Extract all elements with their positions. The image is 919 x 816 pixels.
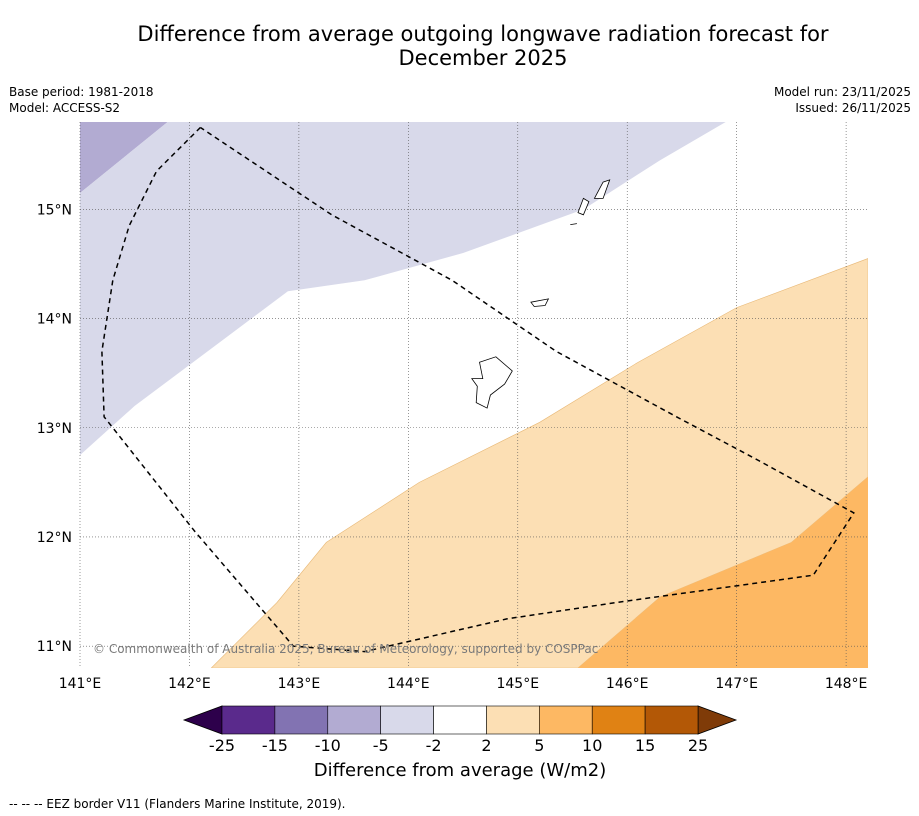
colorbar-extend-high xyxy=(697,705,738,735)
chart-title: Difference from average outgoing longwav… xyxy=(100,22,866,70)
island-guam xyxy=(471,356,513,409)
colorbar-tick-label: -2 xyxy=(426,736,442,755)
lon-tick-label: 144°E xyxy=(387,676,430,692)
colorbar-tick-label: 2 xyxy=(481,736,491,755)
colorbar-tick-label: -10 xyxy=(315,736,341,755)
region--5to-2 xyxy=(80,122,726,456)
colorbar-label: Difference from average (W/m2) xyxy=(313,760,607,781)
title-line-1: Difference from average outgoing longwav… xyxy=(137,22,829,46)
map-area[interactable]: © Commonwealth of Australia 2025, Bureau… xyxy=(37,122,868,692)
lon-tick-label: 146°E xyxy=(606,676,649,692)
lon-tick-label: 145°E xyxy=(496,676,539,692)
lon-tick-label: 147°E xyxy=(715,676,758,692)
colorbar-tick-label: 25 xyxy=(688,736,708,755)
lat-tick-label: 15°N xyxy=(37,202,72,218)
colorbar-segment xyxy=(221,705,276,735)
island-tinian xyxy=(577,197,590,216)
run-info: Model run: 23/11/2025 Issued: 26/11/2025 xyxy=(774,84,911,116)
colorbar-segment xyxy=(591,705,646,735)
gridlines xyxy=(79,122,868,668)
island-rota xyxy=(530,298,550,307)
base-info: Base period: 1981-2018 Model: ACCESS-S2 xyxy=(9,84,154,116)
colorbar-segment xyxy=(380,705,434,735)
lon-tick-label: 148°E xyxy=(825,676,868,692)
lat-tick-label: 14°N xyxy=(37,312,72,328)
colorbar-segment xyxy=(486,705,540,735)
lon-tick-label: 141°E xyxy=(59,676,102,692)
colorbar-tick-label: -15 xyxy=(262,736,288,755)
model-name: Model: ACCESS-S2 xyxy=(9,101,121,115)
region-5to10 xyxy=(578,476,868,668)
colorbar-tick-label: 5 xyxy=(534,736,544,755)
colorbar-segment xyxy=(327,705,381,735)
base-period: Base period: 1981-2018 xyxy=(9,85,154,99)
anomaly-regions xyxy=(80,122,868,668)
colorbar-tick-label: -5 xyxy=(373,736,389,755)
colorbar-tick-label: 10 xyxy=(582,736,602,755)
colorbar-tick-label: 15 xyxy=(635,736,655,755)
copyright-text: © Commonwealth of Australia 2025, Bureau… xyxy=(93,642,598,656)
eez-footnote: -- -- -- EEZ border V11 (Flanders Marine… xyxy=(9,797,346,811)
title-line-2: December 2025 xyxy=(398,46,568,70)
lon-tick-label: 143°E xyxy=(278,676,321,692)
colorbar-extend-low xyxy=(182,705,223,735)
island-saipan xyxy=(593,179,611,199)
eez-border xyxy=(101,126,855,653)
colorbar-tick-label: -25 xyxy=(209,736,235,755)
colorbar-segment xyxy=(274,705,329,735)
island-aguijan xyxy=(570,223,577,225)
lat-tick-label: 11°N xyxy=(37,639,72,655)
colorbar: -25 -15 -10 -5 -2 2 5 10 15 25 xyxy=(182,705,738,755)
islands xyxy=(471,179,611,409)
lat-tick-label: 12°N xyxy=(37,530,72,546)
lon-tick-label: 142°E xyxy=(168,676,211,692)
model-run: Model run: 23/11/2025 xyxy=(773,85,911,99)
colorbar-segment xyxy=(539,705,593,735)
issued-date: Issued: 26/11/2025 xyxy=(795,101,911,115)
lat-tick-label: 13°N xyxy=(37,421,72,437)
colorbar-segment xyxy=(433,705,487,735)
colorbar-segment xyxy=(644,705,699,735)
